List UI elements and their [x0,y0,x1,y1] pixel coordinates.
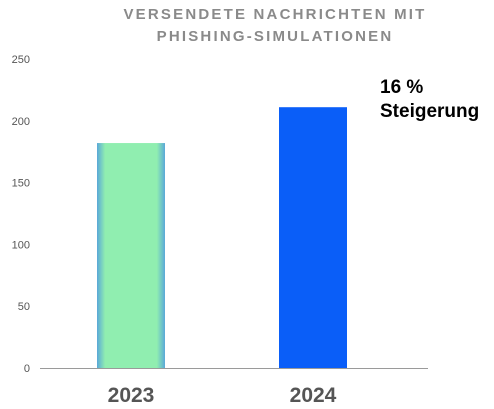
x-category-label-2023: 2023 [108,384,155,407]
bar-2024 [279,107,347,368]
y-tick-label-200: 200 [12,116,30,128]
y-tick-label-150: 150 [12,178,30,190]
annotation-percent: 16 % [380,77,424,98]
bars [97,107,347,368]
chart-title: VERSENDETE NACHRICHTEN MIT PHISHING-SIMU… [110,4,440,48]
x-category-label-2024: 2024 [290,384,337,407]
y-tick-label-0: 0 [24,363,30,375]
increase-annotation: 16 % Steigerung [380,76,479,124]
annotation-label: Steigerung [380,101,480,122]
bar-2023 [97,143,165,368]
chart-title-line-1: VERSENDETE NACHRICHTEN MIT [123,6,427,23]
y-tick-label-50: 50 [18,301,30,313]
y-tick-label-100: 100 [12,239,30,251]
chart-title-line-2: PHISHING-SIMULATIONEN [156,28,394,45]
y-axis: 0 50 100 150 200 250 [12,54,30,375]
y-tick-label-250: 250 [12,54,30,66]
x-axis: 2023 2024 [108,384,337,407]
